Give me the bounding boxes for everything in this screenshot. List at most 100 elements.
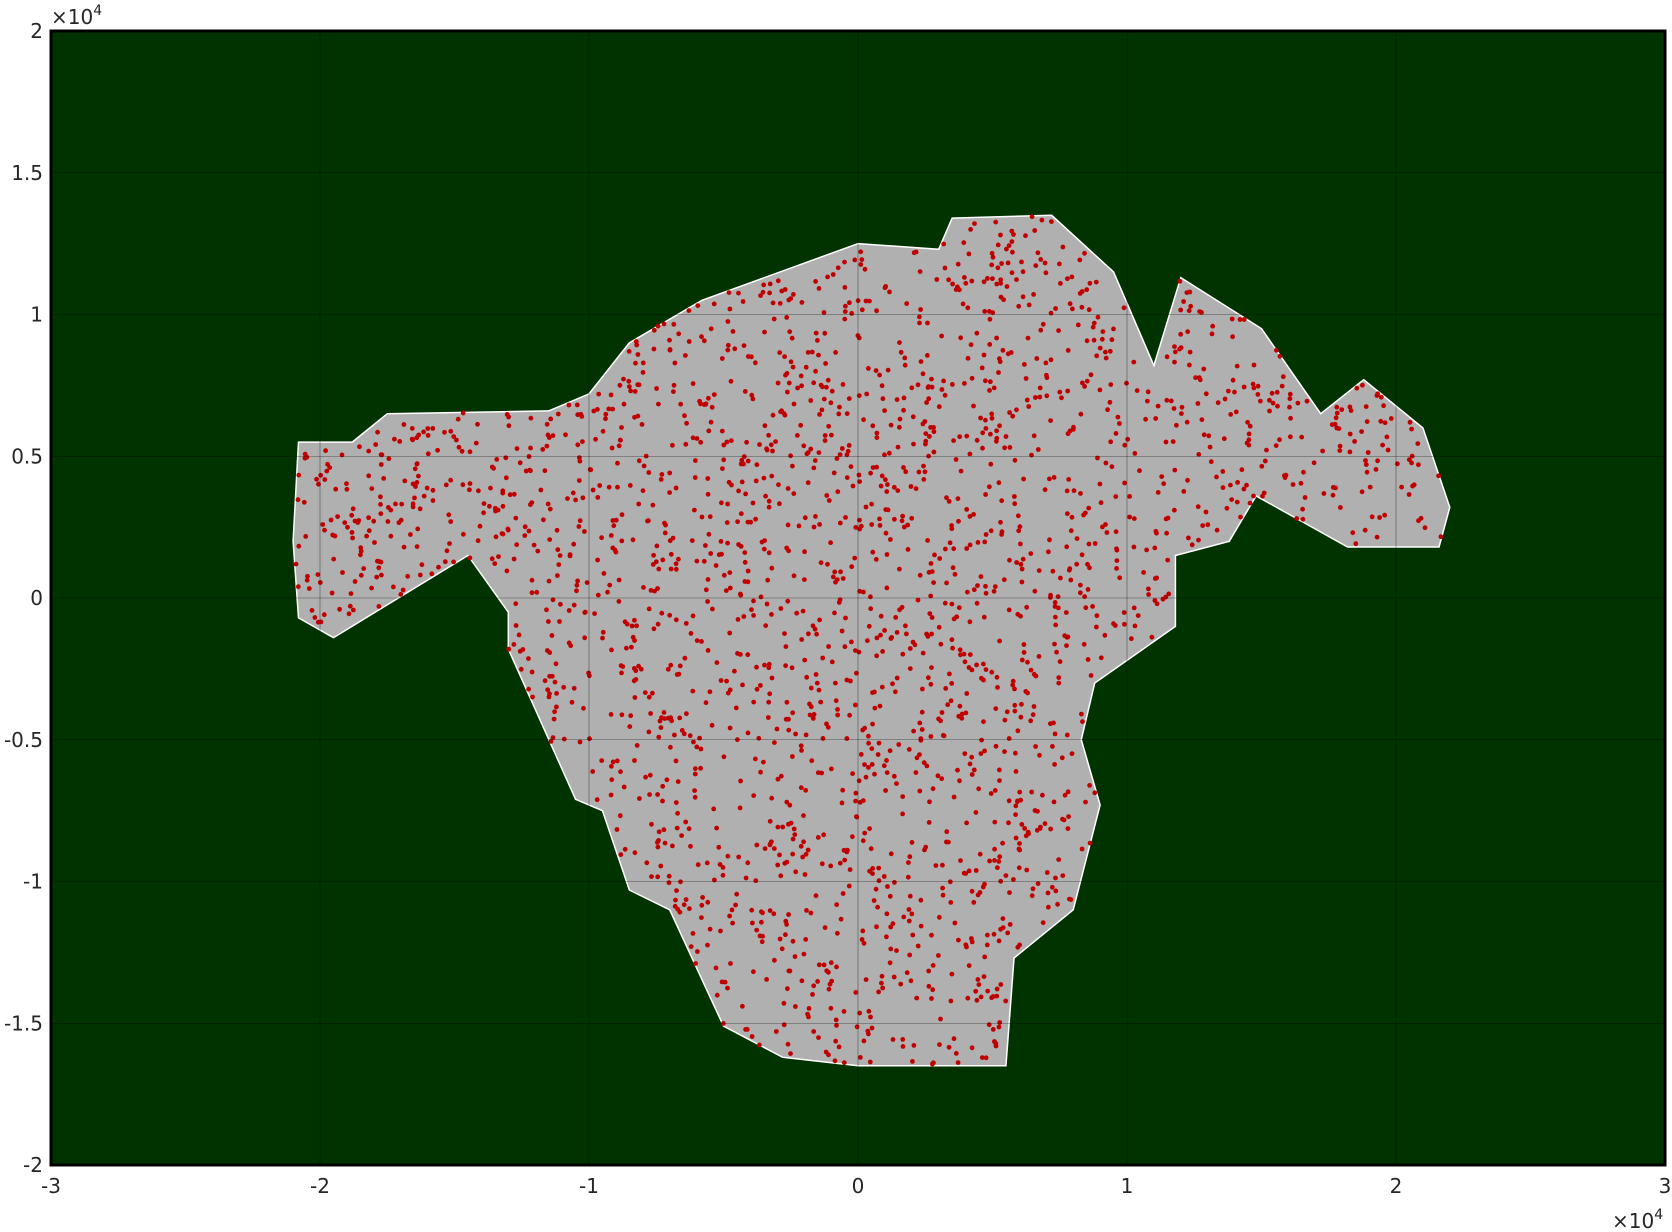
data-point xyxy=(905,522,911,528)
data-point xyxy=(558,601,563,607)
data-point xyxy=(1016,303,1022,309)
data-point xyxy=(782,412,788,418)
data-point xyxy=(1375,391,1381,397)
data-point xyxy=(322,527,327,533)
y-tick-label: -1.5 xyxy=(4,1011,43,1035)
data-point xyxy=(690,688,696,694)
data-point xyxy=(955,767,960,773)
data-point xyxy=(720,466,725,471)
data-point xyxy=(1234,499,1240,505)
data-point xyxy=(1113,494,1119,499)
data-point xyxy=(725,853,731,859)
data-point xyxy=(942,265,948,271)
data-point xyxy=(1051,799,1057,805)
data-point xyxy=(798,785,804,791)
data-point xyxy=(831,470,837,476)
data-point xyxy=(580,439,585,444)
data-point xyxy=(826,423,832,429)
data-point xyxy=(694,638,700,643)
data-point xyxy=(593,436,598,442)
data-point xyxy=(894,781,899,786)
data-point xyxy=(987,342,993,347)
data-point xyxy=(784,315,790,320)
data-point xyxy=(713,563,719,568)
data-point xyxy=(1196,537,1201,543)
data-point xyxy=(969,375,975,381)
data-point xyxy=(1195,401,1201,406)
data-point xyxy=(1385,447,1391,453)
data-point xyxy=(378,452,384,458)
data-point xyxy=(772,740,777,745)
data-point xyxy=(915,597,921,603)
data-point xyxy=(1095,314,1101,320)
data-point xyxy=(668,662,674,668)
data-point xyxy=(1064,643,1069,648)
data-point xyxy=(619,670,624,676)
data-point xyxy=(1137,468,1142,474)
data-point xyxy=(897,566,902,572)
data-point xyxy=(918,897,924,903)
data-point xyxy=(971,403,976,409)
data-point xyxy=(1029,893,1035,899)
data-point xyxy=(617,382,623,388)
data-point xyxy=(496,554,501,559)
data-point xyxy=(957,434,963,440)
data-point xyxy=(1090,324,1096,330)
data-point xyxy=(1247,423,1253,429)
data-point xyxy=(376,604,382,609)
data-point xyxy=(1134,388,1140,393)
data-point xyxy=(608,712,614,717)
data-point xyxy=(996,370,1001,375)
data-point xyxy=(1079,846,1085,852)
data-point xyxy=(870,423,876,429)
data-point xyxy=(1097,345,1103,351)
data-point xyxy=(1259,463,1265,469)
data-point xyxy=(982,954,988,960)
data-point xyxy=(974,330,980,336)
data-point xyxy=(790,364,796,370)
data-point xyxy=(994,335,999,341)
data-point xyxy=(835,930,840,936)
data-point xyxy=(1246,431,1252,437)
data-point xyxy=(597,483,603,488)
data-point xyxy=(1155,403,1161,409)
data-point xyxy=(1017,524,1023,530)
data-point xyxy=(729,482,734,488)
data-point xyxy=(829,659,835,665)
data-point xyxy=(1054,649,1059,655)
data-point xyxy=(936,404,942,410)
data-point xyxy=(695,303,701,308)
data-point xyxy=(569,699,575,705)
data-point xyxy=(789,665,795,671)
data-point xyxy=(683,441,689,447)
data-point xyxy=(863,504,869,510)
data-point xyxy=(321,612,327,618)
data-point xyxy=(792,954,798,959)
data-point xyxy=(345,524,350,530)
data-point xyxy=(803,364,809,370)
data-point xyxy=(1030,886,1036,892)
data-point xyxy=(1025,335,1031,341)
data-point xyxy=(600,629,606,635)
data-point xyxy=(646,606,652,612)
data-point xyxy=(989,415,995,421)
data-point xyxy=(811,1029,817,1034)
data-point xyxy=(940,862,945,868)
data-point xyxy=(969,888,975,894)
data-point xyxy=(707,926,713,932)
data-point xyxy=(1086,307,1092,313)
data-point xyxy=(566,608,572,613)
data-point xyxy=(506,423,512,429)
y-tick-label: 0 xyxy=(30,586,43,610)
data-point xyxy=(682,655,688,661)
data-point xyxy=(872,689,877,695)
data-point xyxy=(616,599,622,604)
data-point xyxy=(673,800,679,805)
x-tick-label: 1 xyxy=(1121,1174,1134,1198)
data-point xyxy=(799,637,805,642)
data-point xyxy=(857,1010,863,1016)
data-point xyxy=(554,527,560,533)
data-point xyxy=(833,680,838,686)
data-point xyxy=(743,491,748,497)
data-point xyxy=(790,463,795,469)
